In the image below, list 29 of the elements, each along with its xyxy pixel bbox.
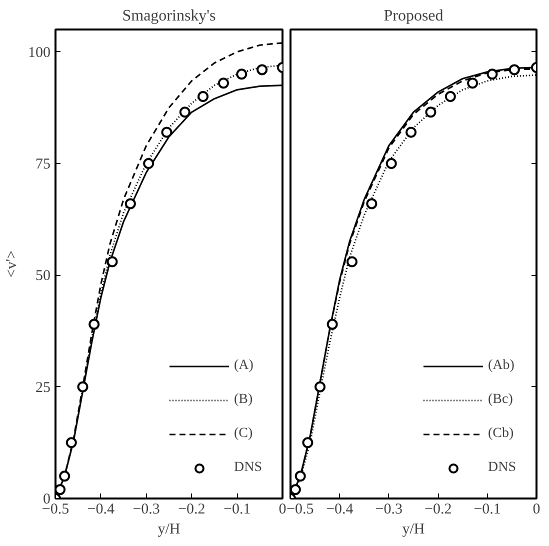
legend-label: (Ab) [488, 358, 514, 374]
legend-label: DNS [488, 460, 516, 476]
x-tick-label: −0.5 [286, 502, 314, 518]
x-tick-label: 0 [278, 502, 286, 518]
legend-label: (Bc) [488, 392, 513, 408]
legend-label: (Cb) [488, 426, 514, 442]
x-tick-label: −0.3 [375, 502, 403, 518]
x-tick-label: −0.3 [132, 502, 160, 518]
y-tick-label: 50 [36, 268, 50, 284]
legend-label: (A) [234, 358, 254, 374]
chart-title: Smagorinsky's [122, 8, 216, 24]
y-tick-label: 75 [36, 156, 50, 172]
y-tick-label: 0 [43, 492, 50, 508]
y-tick-label: 25 [36, 380, 50, 396]
x-tick-label: −0.2 [424, 502, 452, 518]
x-tick-label: −0.2 [178, 502, 206, 518]
x-tick-label: 0 [532, 502, 540, 518]
x-tick-label: −0.1 [474, 502, 501, 518]
y-axis-title: <v'> [4, 250, 20, 278]
chart-title: Proposed [384, 8, 444, 24]
x-tick-label: −0.4 [87, 502, 116, 518]
x-axis-title: y/H [402, 522, 425, 538]
x-tick-label: −0.1 [223, 502, 251, 518]
legend-label: (B) [234, 392, 254, 408]
legend-label: DNS [234, 460, 262, 476]
legend-label: (C) [234, 426, 254, 442]
y-tick-label: 100 [28, 44, 50, 61]
x-axis-title: y/H [158, 522, 180, 538]
x-tick-label: −0.4 [326, 502, 354, 518]
